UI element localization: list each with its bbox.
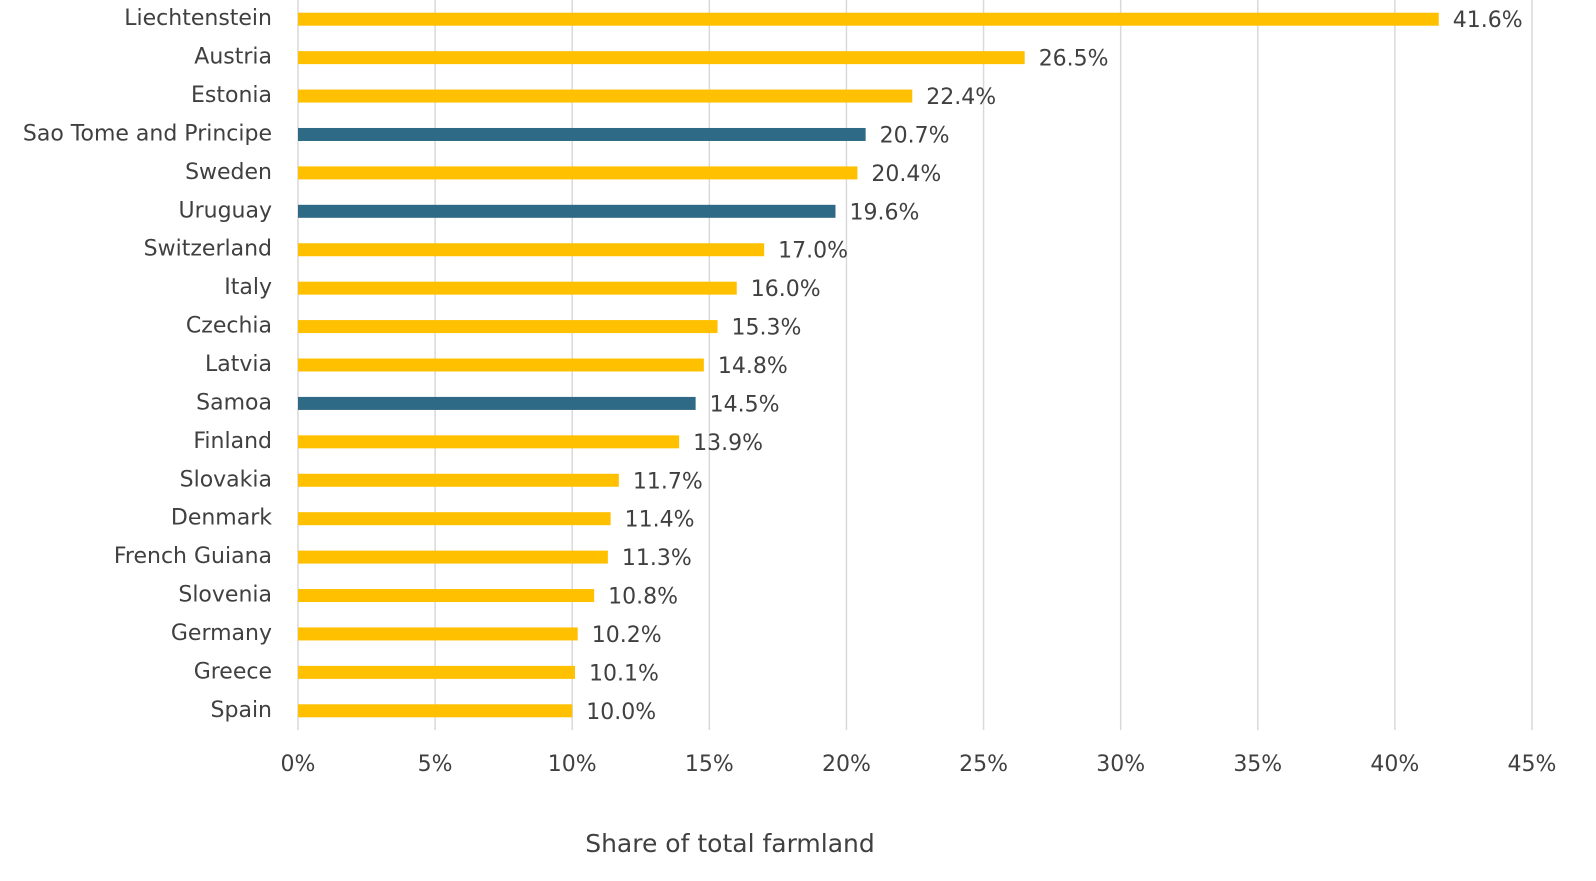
value-label: 11.3% [622,546,692,571]
y-tick-label: Denmark [171,506,272,531]
bar [298,435,680,449]
value-label: 19.6% [849,200,919,225]
x-tick-label: 20% [822,752,871,777]
value-label: 17.0% [778,239,848,264]
y-tick-label: Samoa [196,390,272,415]
value-label: 15.3% [732,316,802,341]
x-tick-label: 30% [1096,752,1145,777]
bar [298,704,573,718]
x-axis-title: Share of total farmland [585,829,875,858]
y-tick-label: Estonia [191,83,272,108]
x-tick-label: 35% [1233,752,1282,777]
value-label: 13.9% [693,431,763,456]
bar [298,89,913,103]
value-label: 20.4% [871,162,941,187]
y-tick-label: Uruguay [179,198,273,223]
value-label: 41.6% [1453,8,1523,33]
bar [298,281,737,295]
bar [298,627,578,641]
bar [298,320,718,334]
value-label: 14.5% [710,392,780,417]
y-tick-label: Slovakia [180,467,272,492]
y-tick-label: Spain [211,698,272,723]
value-label: 10.1% [589,661,659,686]
bar [298,166,858,180]
y-tick-label: Greece [194,659,272,684]
bar [298,589,595,603]
bar [298,512,611,526]
y-tick-label: Finland [193,429,272,454]
value-label: 11.4% [625,508,695,533]
bar [298,204,836,218]
x-tick-label: 15% [685,752,734,777]
bar [298,665,575,679]
value-label: 10.8% [608,585,678,610]
value-label: 11.7% [633,469,703,494]
bar [298,550,608,564]
value-label: 20.7% [880,123,950,148]
y-tick-label: French Guiana [114,544,272,569]
x-tick-label: 0% [281,752,316,777]
value-label: 22.4% [926,85,996,110]
x-tick-label: 40% [1370,752,1419,777]
y-tick-label: Czechia [186,314,272,339]
x-tick-label: 5% [418,752,453,777]
y-tick-label: Slovenia [178,583,272,608]
y-tick-label: Switzerland [144,237,272,262]
y-tick-label: Liechtenstein [124,6,272,31]
y-tick-label: Latvia [205,352,272,377]
x-tick-label: 25% [959,752,1008,777]
x-tick-label: 10% [548,752,597,777]
value-label: 10.0% [586,700,656,725]
bar [298,396,696,410]
bar [298,358,704,372]
bar [298,12,1439,26]
y-tick-label: Sweden [185,160,272,185]
y-tick-label: Sao Tome and Principe [23,121,272,146]
bar [298,51,1025,65]
value-label: 10.2% [592,623,662,648]
y-tick-label: Austria [194,45,272,70]
bar [298,127,866,141]
value-label: 14.8% [718,354,788,379]
value-label: 26.5% [1039,47,1109,72]
bar [298,243,765,257]
y-tick-label: Germany [171,621,272,646]
x-tick-label: 45% [1508,752,1557,777]
value-label: 16.0% [751,277,821,302]
y-tick-label: Italy [224,275,272,300]
bar [298,473,619,487]
